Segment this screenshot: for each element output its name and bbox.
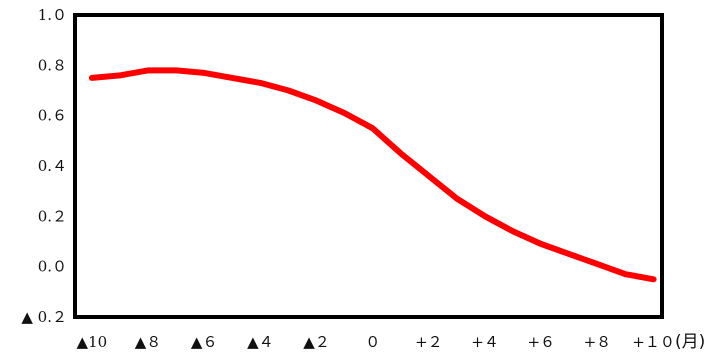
x-tick-label: ▲４: [247, 333, 274, 351]
y-axis-ticks: 1.０ 0.８ 0.６ 0.４ 0.２ 0.０ ▲ 0.２: [21, 6, 67, 326]
series-layer: [88, 67, 657, 283]
x-tick-label: +２: [415, 333, 443, 351]
x-tick-label: ▲８: [135, 333, 162, 351]
x-axis-ticks: ▲10 ▲８ ▲６ ▲４ ▲２ ０ +２ +４ +６ +８ +１０: [77, 333, 675, 351]
plot-frame: [73, 13, 664, 319]
x-tick-label: +８: [584, 333, 612, 351]
x-tick-label: ▲２: [303, 333, 330, 351]
y-tick-label: ▲ 0.２: [21, 308, 67, 326]
y-tick-label: 0.２: [38, 207, 67, 225]
y-tick-label: 0.８: [38, 56, 67, 74]
x-tick-label: +４: [471, 333, 499, 351]
x-tick-label: +１０: [632, 333, 675, 351]
y-tick-label: 1.０: [38, 6, 67, 24]
series-line: [88, 67, 657, 283]
y-tick-label: 0.４: [38, 157, 67, 175]
x-tick-label: ０: [365, 333, 380, 351]
y-tick-label: 0.０: [38, 258, 67, 276]
x-tick-label: ▲６: [191, 333, 218, 351]
x-tick-label: +６: [527, 333, 555, 351]
y-tick-label: 0.６: [38, 107, 67, 125]
x-axis-unit-label: (月): [675, 332, 705, 352]
x-tick-label: ▲10: [77, 333, 108, 351]
